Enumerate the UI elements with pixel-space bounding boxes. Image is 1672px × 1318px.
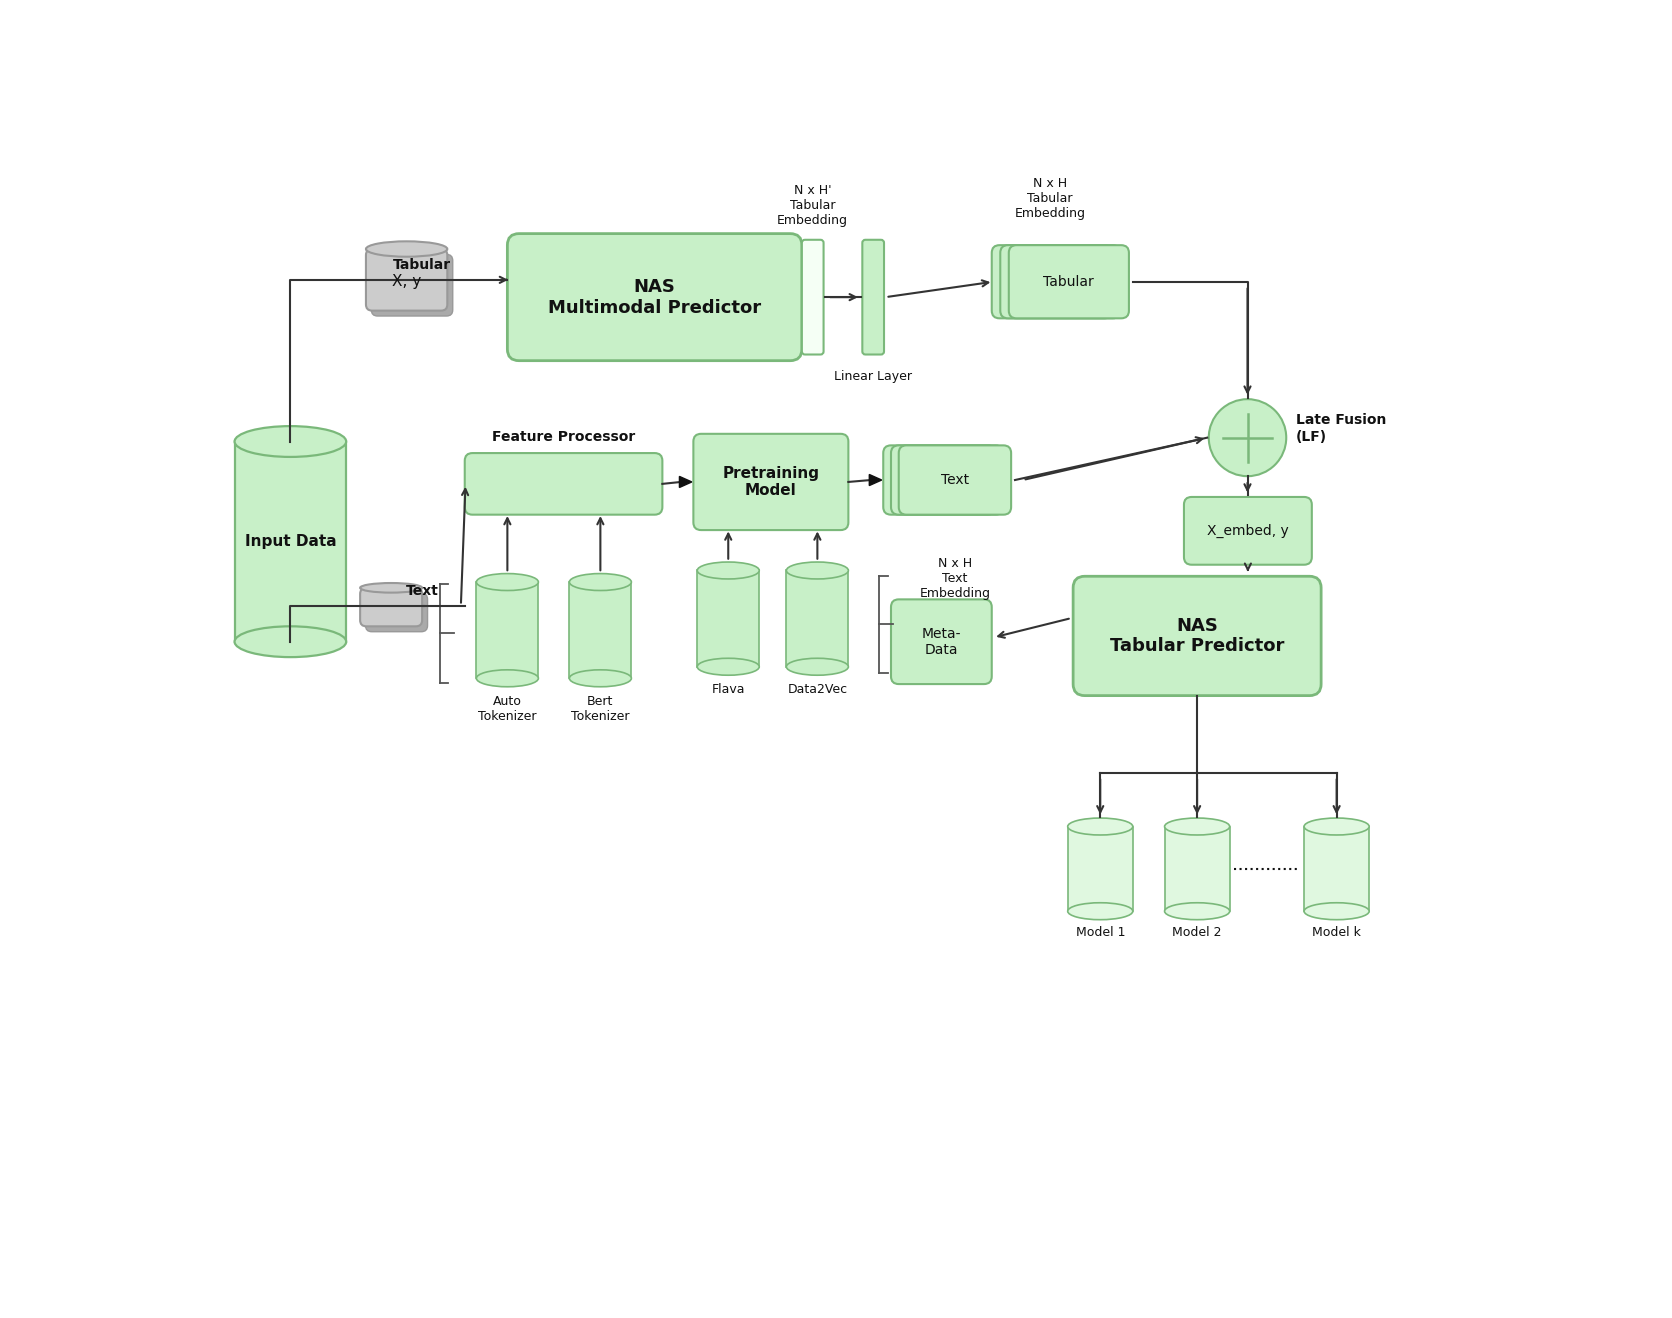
Text: Feature Processor: Feature Processor <box>492 430 635 444</box>
FancyBboxPatch shape <box>803 240 824 355</box>
FancyBboxPatch shape <box>507 233 803 361</box>
Text: Auto
Tokenizer: Auto Tokenizer <box>478 695 537 722</box>
FancyBboxPatch shape <box>991 245 1112 319</box>
FancyBboxPatch shape <box>359 588 421 626</box>
Text: Model 1: Model 1 <box>1075 925 1125 938</box>
Text: X_embed, y: X_embed, y <box>1207 523 1289 538</box>
FancyBboxPatch shape <box>1184 497 1313 564</box>
Polygon shape <box>679 476 692 488</box>
FancyBboxPatch shape <box>465 453 662 514</box>
Ellipse shape <box>786 561 848 579</box>
Ellipse shape <box>1165 818 1229 836</box>
FancyBboxPatch shape <box>891 600 991 684</box>
Polygon shape <box>234 442 346 642</box>
Text: X, y: X, y <box>391 274 421 289</box>
Text: Pretraining
Model: Pretraining Model <box>722 465 819 498</box>
Text: Text: Text <box>941 473 970 488</box>
Ellipse shape <box>359 583 421 593</box>
Text: Model k: Model k <box>1313 925 1361 938</box>
Ellipse shape <box>697 658 759 675</box>
Text: NAS
Multimodal Predictor: NAS Multimodal Predictor <box>548 278 761 316</box>
FancyBboxPatch shape <box>366 249 448 311</box>
FancyBboxPatch shape <box>883 445 995 514</box>
Ellipse shape <box>234 426 346 457</box>
Ellipse shape <box>1304 818 1369 836</box>
FancyBboxPatch shape <box>1000 245 1120 319</box>
Ellipse shape <box>786 658 848 675</box>
Text: Flava: Flava <box>712 683 746 696</box>
FancyBboxPatch shape <box>694 434 848 530</box>
Text: Tabular: Tabular <box>393 258 451 272</box>
Ellipse shape <box>477 573 538 590</box>
Polygon shape <box>1068 826 1134 911</box>
FancyBboxPatch shape <box>900 445 1012 514</box>
Ellipse shape <box>366 241 448 257</box>
Text: Model 2: Model 2 <box>1172 925 1222 938</box>
FancyBboxPatch shape <box>371 254 453 316</box>
Polygon shape <box>1304 826 1369 911</box>
Ellipse shape <box>1165 903 1229 920</box>
Text: Meta-
Data: Meta- Data <box>921 626 961 656</box>
Text: N x H
Text
Embedding: N x H Text Embedding <box>920 558 990 600</box>
Ellipse shape <box>1068 818 1134 836</box>
Ellipse shape <box>234 626 346 658</box>
Text: Data2Vec: Data2Vec <box>788 683 848 696</box>
Ellipse shape <box>570 670 632 687</box>
FancyBboxPatch shape <box>863 240 884 355</box>
Polygon shape <box>786 571 848 667</box>
Text: NAS
Tabular Predictor: NAS Tabular Predictor <box>1110 617 1284 655</box>
Circle shape <box>1209 399 1286 476</box>
Polygon shape <box>1165 826 1229 911</box>
Text: Linear Layer: Linear Layer <box>834 369 913 382</box>
Ellipse shape <box>1068 903 1134 920</box>
Text: N x H'
Tabular
Embedding: N x H' Tabular Embedding <box>777 183 848 227</box>
Text: Tabular: Tabular <box>1043 274 1093 289</box>
FancyBboxPatch shape <box>891 445 1003 514</box>
Text: Late Fusion
(LF): Late Fusion (LF) <box>1296 414 1386 444</box>
Ellipse shape <box>1304 903 1369 920</box>
FancyBboxPatch shape <box>366 593 428 631</box>
Polygon shape <box>570 583 632 679</box>
Ellipse shape <box>697 561 759 579</box>
Text: N x H
Tabular
Embedding: N x H Tabular Embedding <box>1015 178 1085 220</box>
Text: Input Data: Input Data <box>244 534 336 550</box>
Ellipse shape <box>477 670 538 687</box>
FancyBboxPatch shape <box>1008 245 1129 319</box>
FancyBboxPatch shape <box>1073 576 1321 696</box>
Ellipse shape <box>570 573 632 590</box>
Polygon shape <box>869 474 881 485</box>
Text: Text: Text <box>406 584 438 598</box>
Polygon shape <box>697 571 759 667</box>
Polygon shape <box>477 583 538 679</box>
Text: Bert
Tokenizer: Bert Tokenizer <box>572 695 630 722</box>
